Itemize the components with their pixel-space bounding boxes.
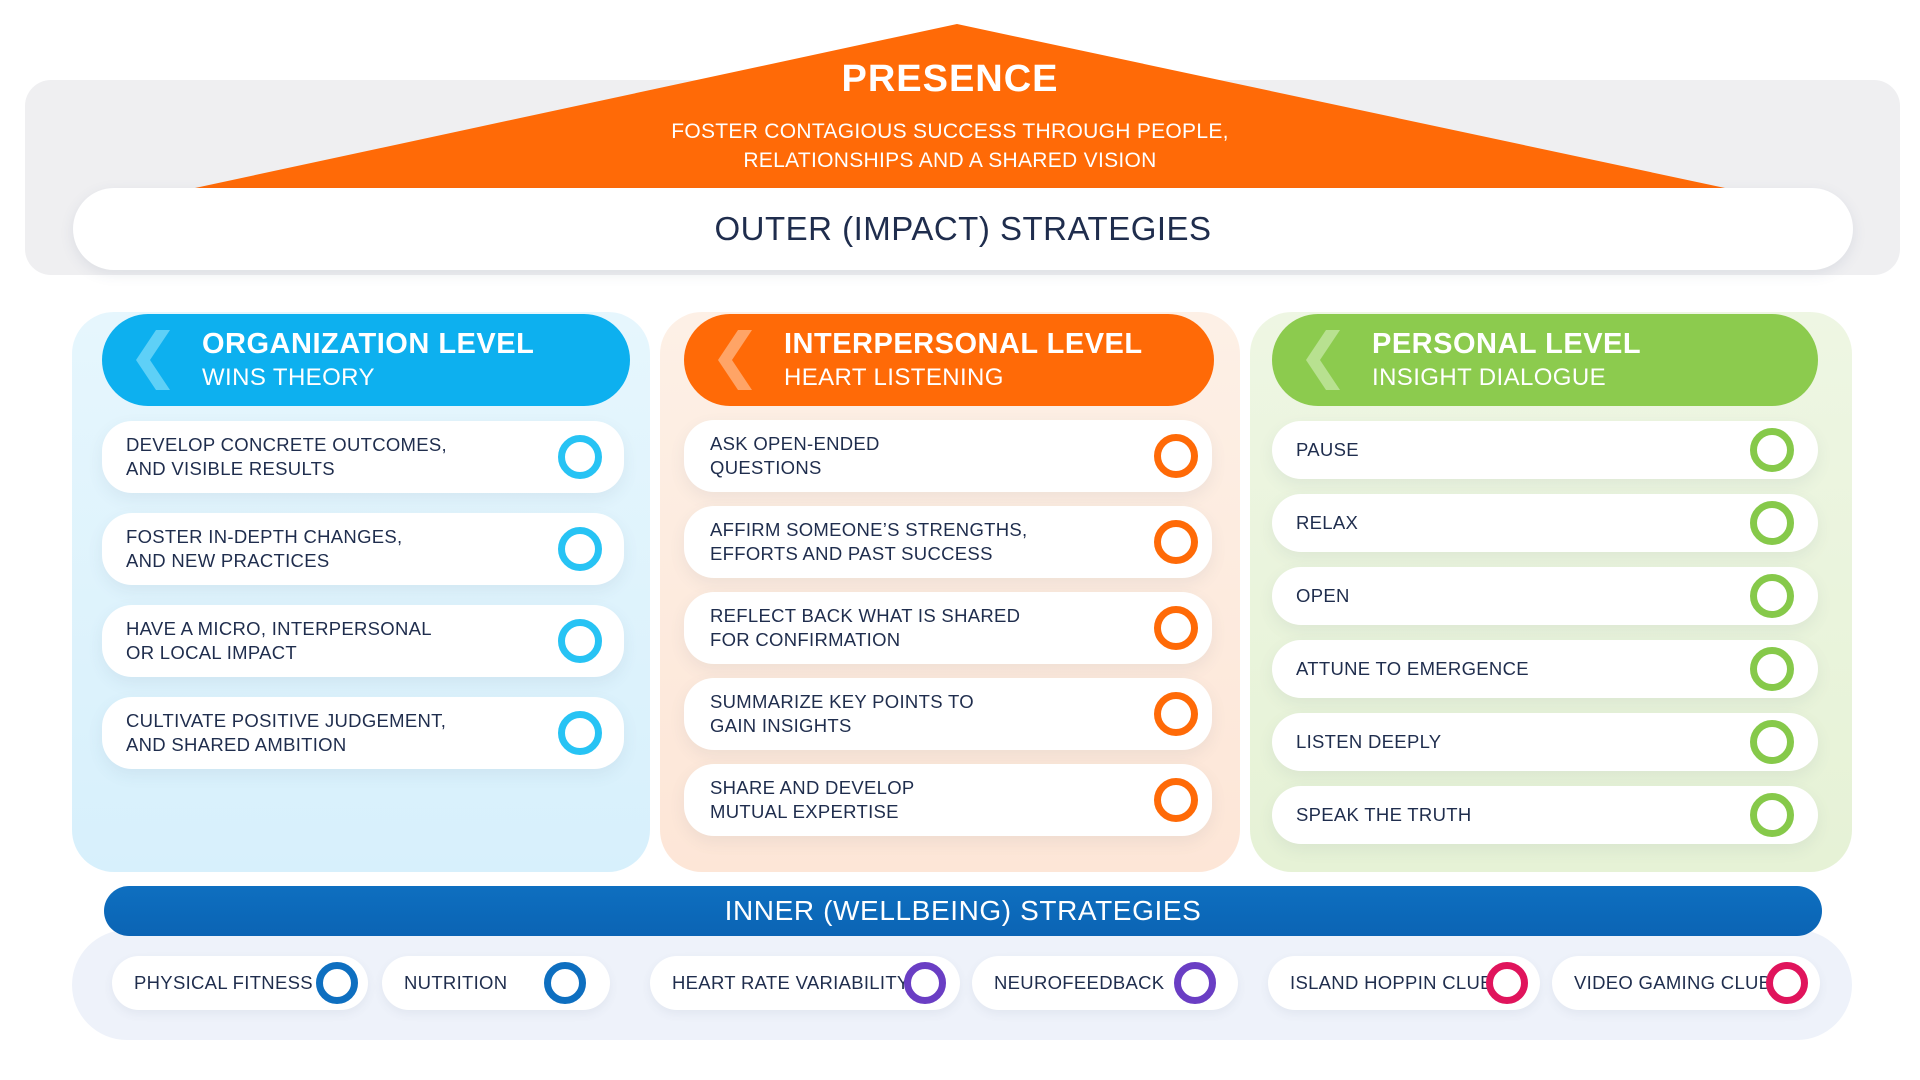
interpersonal-item: AFFIRM SOMEONE’S STRENGTHS, EFFORTS AND … [684,506,1212,578]
chevron-left-icon [136,330,170,390]
outer-strategies-bar: OUTER (IMPACT) STRATEGIES [73,188,1853,270]
chevron-left-icon [718,330,752,390]
inner-item-nutrition: NUTRITION [382,956,610,1010]
interpersonal-item: SUMMARIZE KEY POINTS TO GAIN INSIGHTS [684,678,1212,750]
circle-icon [1174,962,1216,1004]
inner-item-island-hoppin-club: ISLAND HOPPIN CLUB [1268,956,1540,1010]
circle-icon [1750,501,1794,545]
interpersonal-item: ASK OPEN-ENDED QUESTIONS [684,420,1212,492]
presence-subtitle: FOSTER CONTAGIOUS SUCCESS THROUGH PEOPLE… [560,117,1340,175]
circle-icon [1750,647,1794,691]
interpersonal-item: REFLECT BACK WHAT IS SHARED FOR CONFIRMA… [684,592,1212,664]
organization-item: HAVE A MICRO, INTERPERSONAL OR LOCAL IMP… [102,605,624,677]
circle-icon [1750,720,1794,764]
inner-item-video-gaming-club: VIDEO GAMING CLUB [1552,956,1820,1010]
inner-item-neurofeedback: NEUROFEEDBACK [972,956,1238,1010]
interpersonal-level-subtitle: HEART LISTENING [784,364,1004,391]
personal-item: RELAX [1272,494,1818,552]
personal-item: OPEN [1272,567,1818,625]
inner-item-physical-fitness: PHYSICAL FITNESS [112,956,368,1010]
organization-item: CULTIVATE POSITIVE JUDGEMENT, AND SHARED… [102,697,624,769]
chevron-left-icon [1306,330,1340,390]
presence-subtitle-line2: RELATIONSHIPS AND A SHARED VISION [743,149,1157,172]
personal-item: LISTEN DEEPLY [1272,713,1818,771]
outer-strategies-label: OUTER (IMPACT) STRATEGIES [714,210,1212,247]
personal-level-header: PERSONAL LEVEL INSIGHT DIALOGUE [1272,314,1818,406]
personal-level-title: PERSONAL LEVEL [1372,328,1642,360]
inner-item-heart-rate-variability: HEART RATE VARIABILITY [650,956,960,1010]
interpersonal-item: SHARE AND DEVELOP MUTUAL EXPERTISE [684,764,1212,836]
inner-strategies-bar: INNER (WELLBEING) STRATEGIES [104,886,1822,936]
interpersonal-level-title: INTERPERSONAL LEVEL [784,328,1143,360]
personal-item: SPEAK THE TRUTH [1272,786,1818,844]
circle-icon [1154,520,1198,564]
circle-icon [558,435,602,479]
presence-triangle [195,24,1725,188]
personal-item: ATTUNE TO EMERGENCE [1272,640,1818,698]
presence-roof [195,24,1725,188]
circle-icon [544,962,586,1004]
circle-icon [1486,962,1528,1004]
presence-subtitle-line1: FOSTER CONTAGIOUS SUCCESS THROUGH PEOPLE… [671,120,1229,143]
circle-icon [1154,606,1198,650]
organization-level-subtitle: WINS THEORY [202,364,375,391]
circle-icon [904,962,946,1004]
circle-icon [1154,778,1198,822]
presence-title: PRESENCE [841,58,1059,100]
circle-icon [1154,692,1198,736]
interpersonal-level-header: INTERPERSONAL LEVEL HEART LISTENING [684,314,1214,406]
circle-icon [558,711,602,755]
personal-item: PAUSE [1272,421,1818,479]
organization-item: DEVELOP CONCRETE OUTCOMES, AND VISIBLE R… [102,421,624,493]
organization-item: FOSTER IN-DEPTH CHANGES, AND NEW PRACTIC… [102,513,624,585]
circle-icon [1154,434,1198,478]
circle-icon [1750,793,1794,837]
circle-icon [558,527,602,571]
organization-level-title: ORGANIZATION LEVEL [202,328,535,360]
circle-icon [316,962,358,1004]
inner-strategies-label: INNER (WELLBEING) STRATEGIES [724,895,1202,926]
circle-icon [1766,962,1808,1004]
circle-icon [1750,428,1794,472]
circle-icon [1750,574,1794,618]
organization-level-header: ORGANIZATION LEVEL WINS THEORY [102,314,630,406]
circle-icon [558,619,602,663]
personal-level-subtitle: INSIGHT DIALOGUE [1372,364,1607,391]
